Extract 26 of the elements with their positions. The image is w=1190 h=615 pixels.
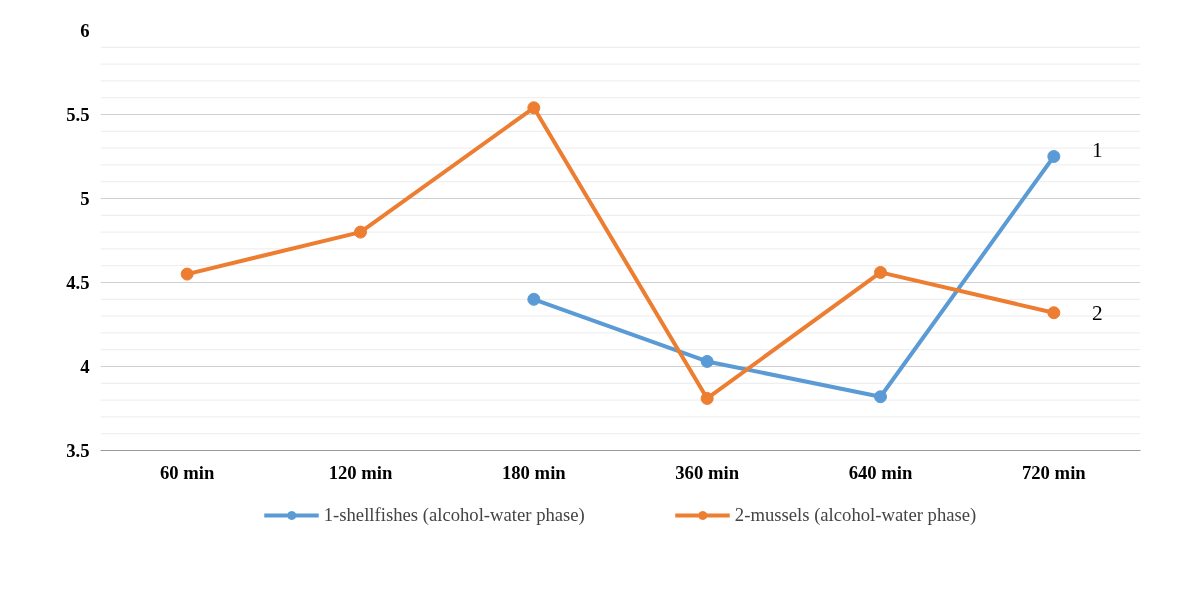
annotation: 2 xyxy=(1091,300,1103,325)
x-tick-label: 640 min xyxy=(848,461,913,483)
point xyxy=(527,101,541,115)
y-tick-label: 6 xyxy=(80,20,90,41)
y-tick-label: 5 xyxy=(80,188,90,209)
legend-label: 2-mussels (alcohol-water phase) xyxy=(734,504,977,526)
point xyxy=(874,265,887,279)
x-tick-label: 180 min xyxy=(501,461,567,483)
point xyxy=(527,292,541,306)
point xyxy=(354,225,367,239)
point xyxy=(180,267,194,281)
y-tick-label: 4 xyxy=(80,356,90,377)
x-tick-label: 720 min xyxy=(1021,461,1087,483)
y-tick-label: 3.5 xyxy=(66,440,90,461)
point xyxy=(1047,150,1061,163)
point xyxy=(1047,306,1061,320)
x-tick-label: 60 min xyxy=(159,461,215,483)
y-tick-label: 4.5 xyxy=(66,272,90,293)
point xyxy=(874,390,887,404)
x-tick-label: 120 min xyxy=(328,461,393,483)
point xyxy=(700,391,714,405)
point xyxy=(700,354,714,368)
y-tick-label: 5.5 xyxy=(66,104,90,125)
annotation: 1 xyxy=(1091,137,1103,162)
x-tick-label: 360 min xyxy=(675,461,740,483)
legend-label: 1-shellfishes (alcohol-water phase) xyxy=(323,504,585,526)
